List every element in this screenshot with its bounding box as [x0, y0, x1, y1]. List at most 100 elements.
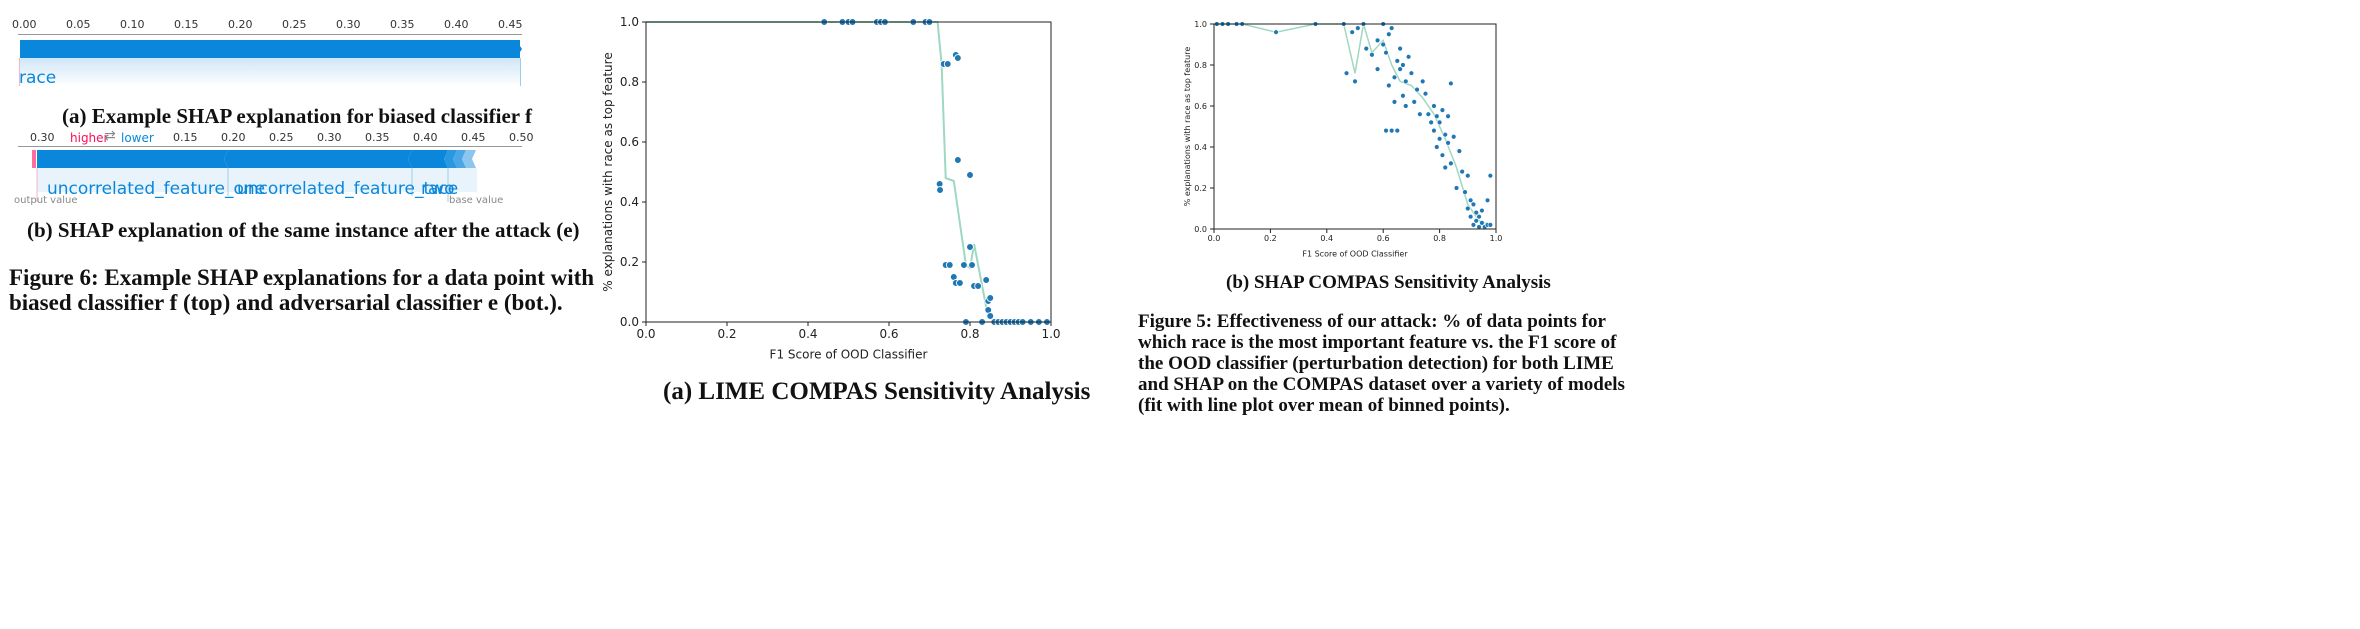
y-tick-label: 0.0: [620, 315, 639, 329]
data-point: [1383, 127, 1389, 134]
shap-b-tick: 0.30: [317, 131, 342, 144]
data-point: [1374, 66, 1381, 72]
data-point: [1442, 164, 1448, 171]
shap-b-gradient: [37, 168, 477, 192]
data-point: [1425, 111, 1432, 117]
data-point: [954, 156, 962, 164]
data-point: [1465, 173, 1471, 179]
data-point: [1467, 214, 1474, 220]
shap-a-divider: [19, 58, 20, 86]
shap-sensitivity-chart: 0.0 0.2 0.4 0.6 0.8 1.0 0.0 0.2 0.4 0.6 0.8 1.0 F1 S…: [1183, 20, 1502, 258]
y-tick-label: 1.0: [1194, 20, 1207, 29]
y-axis-label: % explanations with race as top feature: [1183, 47, 1192, 207]
shap-b-tick: 0.40: [413, 131, 438, 144]
data-point: [1448, 80, 1454, 87]
shap-b-feature-one-label: uncorrelated_feature_one: [47, 179, 266, 199]
x-axis-label: F1 Score of OOD Classifier: [1302, 250, 1408, 258]
shap-b-segment-two: [224, 150, 412, 168]
shap-a-tick: 0.30: [336, 18, 361, 31]
data-point: [1479, 220, 1485, 226]
shap-b-caption: (b) SHAP explanation of the same instanc…: [27, 218, 580, 242]
shap-a-axis-line: [18, 34, 522, 35]
x-tick-label: 0.4: [1320, 234, 1333, 243]
shap-a-gradient: [20, 58, 520, 86]
data-point: [986, 294, 995, 302]
data-point: [1473, 209, 1479, 216]
data-point: [974, 282, 982, 290]
data-point: [1374, 37, 1381, 44]
shap-b-tick: 0.50: [509, 131, 534, 144]
figure5-caption-line: (fit with line plot over mean of binned …: [1138, 395, 1510, 416]
y-tick-label: 0.2: [620, 255, 639, 269]
data-point: [1391, 99, 1398, 105]
y-tick-label: 0.4: [1194, 143, 1207, 152]
figure6-caption-line2: biased classifier f (top) and adversaria…: [9, 290, 563, 315]
data-point: [1470, 222, 1477, 228]
data-point: [1428, 119, 1434, 126]
data-point: [1434, 113, 1440, 119]
shap-a-tick: 0.40: [444, 18, 469, 31]
data-point: [1459, 168, 1465, 175]
figure6-caption-line1: Figure 6: Example SHAP explanations for …: [9, 265, 595, 290]
shap-a-feature-label: race: [19, 68, 57, 88]
shap-a-axis: 0.00 0.05 0.10 0.15 0.20 0.25 0.30 0.35 …: [12, 18, 523, 32]
shap-b-feature-race-label: race: [421, 179, 459, 199]
data-point: [1349, 29, 1355, 35]
y-tick-label: 0.6: [1194, 102, 1207, 111]
data-point: [1453, 185, 1460, 191]
plot-frame: [1213, 23, 1497, 230]
shap-a-arrow-tip: [516, 40, 522, 58]
y-tick-label: 0.8: [620, 75, 639, 89]
y-axis-label: % explanations with race as top feature: [601, 52, 615, 291]
data-point: [986, 312, 995, 320]
lime-sensitivity-chart: 0.0 0.2 0.4 0.6 0.8 1.0 0.0 0.2 0.4 0.6 0.8 1.0 F1 S…: [601, 15, 1061, 359]
y-tick-label: 1.0: [620, 15, 639, 29]
data-point: [966, 171, 974, 179]
data-point: [945, 261, 954, 269]
data-point: [982, 276, 991, 284]
data-point: [1388, 25, 1395, 31]
shap-b-segment-race: [408, 150, 448, 168]
figure5-caption-line: which race is the most important feature…: [1138, 332, 1617, 353]
shap-b-axis-line: [18, 146, 522, 147]
shap-b-output-value-label: output value: [14, 195, 78, 206]
x-tick-label: 0.8: [960, 327, 979, 341]
shap-b-tick: 0.30: [30, 131, 55, 144]
data-point: [1467, 197, 1474, 204]
shap-a-tick: 0.15: [174, 18, 199, 31]
x-tick-label: 0.0: [1208, 234, 1221, 243]
x-tick-label: 0.6: [1377, 234, 1390, 243]
arrows-swap-icon: ⇄: [104, 128, 116, 144]
data-point: [1479, 207, 1485, 214]
data-point: [1363, 45, 1369, 52]
x-tick-label: 0.6: [879, 327, 898, 341]
data-point: [1408, 70, 1415, 76]
x-tick-label: 0.0: [636, 327, 655, 341]
figure5-caption-line: Figure 5: Effectiveness of our attack: %…: [1138, 311, 1606, 332]
x-tick-label: 0.8: [1433, 234, 1446, 243]
data-point: [1400, 62, 1406, 68]
data-point: [1442, 131, 1448, 138]
data-point: [1383, 49, 1389, 56]
shap-b-higher-label: higher: [70, 131, 109, 145]
shap-a-tick: 0.35: [390, 18, 415, 31]
data-point: [1352, 78, 1358, 85]
data-point: [1414, 86, 1420, 93]
data-point: [1470, 201, 1477, 208]
shap-b-tick: 0.45: [461, 131, 486, 144]
figure5-caption: Figure 5: Effectiveness of our attack: %…: [1138, 311, 2348, 416]
shap-b-tick: 0.20: [221, 131, 246, 144]
data-point: [1445, 140, 1451, 146]
data-point: [1445, 113, 1451, 119]
data-point: [1436, 136, 1443, 142]
data-point: [1451, 134, 1457, 140]
data-point: [1462, 189, 1468, 195]
shap-a-tick: 0.45: [498, 18, 523, 31]
y-tick-label: 0.8: [1194, 61, 1207, 70]
shap-b-segment-small-1: [444, 150, 457, 168]
data-point: [1417, 111, 1423, 117]
x-tick-label: 0.2: [1264, 234, 1277, 243]
data-point: [968, 261, 976, 269]
data-point: [966, 243, 974, 251]
shap-b-lower-label: lower: [121, 131, 154, 145]
